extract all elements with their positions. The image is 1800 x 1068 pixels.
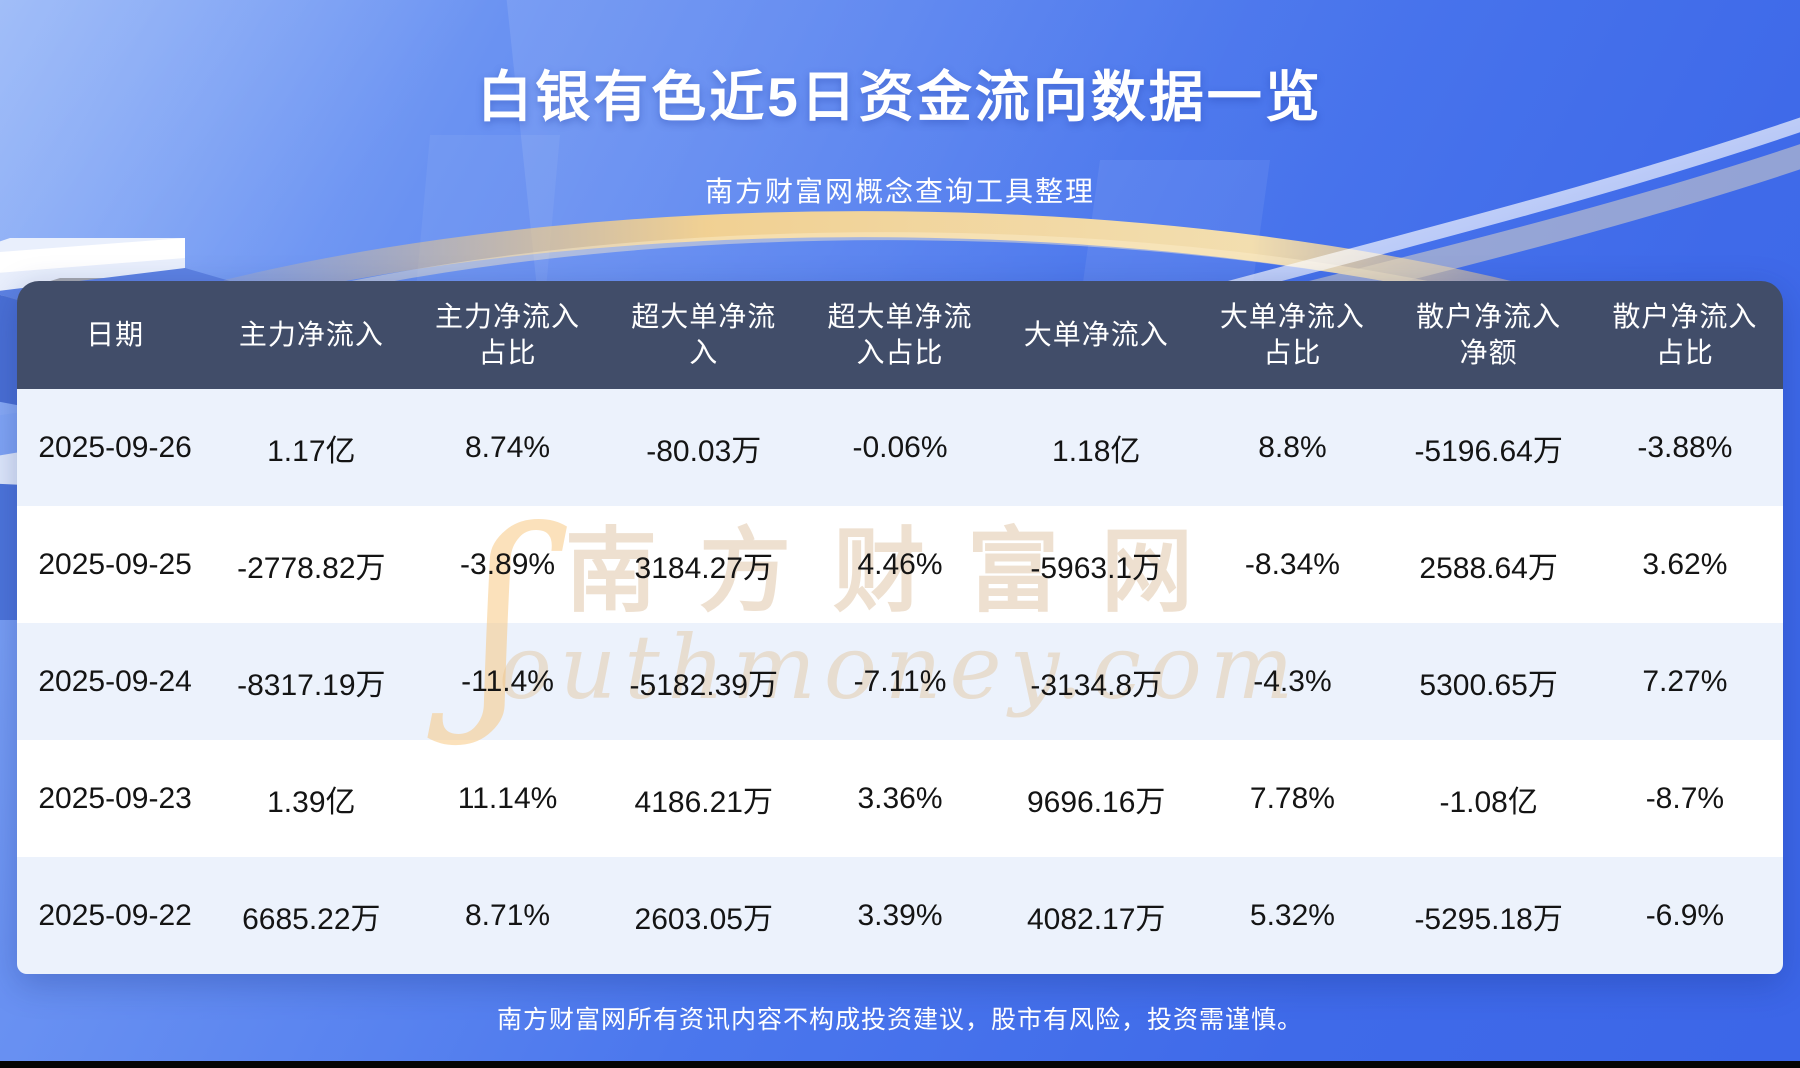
cell-retail-net-inflow: -5196.64万 [1414, 434, 1563, 468]
cell-main-net-inflow: -2778.82万 [237, 551, 386, 585]
cell-retail-net-inflow-ratio: -8.7% [1645, 781, 1725, 815]
cell-xl-order-net-inflow-ratio: -0.06% [852, 430, 948, 464]
cell-large-order-net-inflow-ratio: -8.34% [1244, 547, 1340, 581]
column-header-xl-order-net-inflow-ratio: 超大单净流 入占比 [827, 300, 973, 368]
column-header-main-net-inflow-ratio: 主力净流入 占比 [435, 300, 581, 368]
column-header-retail-net-inflow-ratio: 散户净流入 占比 [1612, 300, 1758, 368]
column-header-main-net-inflow: 主力净流入 [238, 318, 384, 350]
cell-main-net-inflow-ratio: -11.4% [461, 664, 554, 698]
cell-large-order-net-inflow-ratio: 5.32% [1249, 898, 1335, 932]
cell-retail-net-inflow-ratio: -6.9% [1645, 898, 1725, 932]
cell-xl-order-net-inflow: 2603.05万 [634, 902, 773, 936]
cell-xl-order-net-inflow: 4186.21万 [634, 785, 773, 819]
column-header-date: 日期 [86, 318, 145, 350]
cell-large-order-net-inflow-ratio: -4.3% [1253, 664, 1332, 698]
cell-xl-order-net-inflow: -80.03万 [646, 434, 762, 468]
page-title: 白银有色近5日资金流向数据一览 [477, 66, 1323, 128]
cell-main-net-inflow-ratio: 8.71% [465, 898, 551, 932]
cell-retail-net-inflow-ratio: 7.27% [1642, 664, 1728, 698]
cell-retail-net-inflow: 5300.65万 [1419, 668, 1558, 702]
column-header-large-order-net-inflow-ratio: 大单净流入 占比 [1219, 300, 1365, 368]
cell-retail-net-inflow: 2588.64万 [1419, 551, 1558, 585]
table-row: 2025-09-22 6685.22万 8.71% 2603.05万 3.39%… [17, 857, 1783, 974]
table-row: 2025-09-25 -2778.82万 -3.89% 3184.27万 4.4… [17, 506, 1783, 623]
cell-main-net-inflow: 1.39亿 [267, 785, 356, 819]
cell-main-net-inflow: 6685.22万 [242, 902, 381, 936]
cell-large-order-net-inflow: -3134.8万 [1030, 668, 1163, 702]
cell-main-net-inflow: -8317.19万 [237, 668, 386, 702]
cell-retail-net-inflow-ratio: -3.88% [1637, 430, 1733, 464]
cell-large-order-net-inflow-ratio: 7.78% [1249, 781, 1335, 815]
glass-panel-graphic [415, 135, 560, 300]
cell-large-order-net-inflow: 1.18亿 [1052, 434, 1141, 468]
cell-main-net-inflow-ratio: 11.14% [457, 781, 558, 815]
cell-retail-net-inflow: -5295.18万 [1414, 902, 1563, 936]
cell-large-order-net-inflow-ratio: 8.8% [1258, 430, 1327, 464]
cell-date: 2025-09-25 [38, 547, 192, 581]
fund-flow-table: ʃ 南方财富网 outhmoney.com 日期 主力净流入 主力净流入 占比 … [17, 281, 1783, 974]
cell-retail-net-inflow-ratio: 3.62% [1642, 547, 1728, 581]
cell-date: 2025-09-23 [38, 781, 192, 815]
cell-main-net-inflow: 1.17亿 [267, 434, 356, 468]
table-row: 2025-09-23 1.39亿 11.14% 4186.21万 3.36% 9… [17, 740, 1783, 857]
cell-xl-order-net-inflow-ratio: 3.36% [857, 781, 943, 815]
cell-xl-order-net-inflow: 3184.27万 [634, 551, 773, 585]
cell-xl-order-net-inflow-ratio: 3.39% [857, 898, 943, 932]
cell-main-net-inflow-ratio: -3.89% [460, 547, 556, 581]
cell-retail-net-inflow: -1.08亿 [1439, 785, 1538, 819]
table-row: 2025-09-26 1.17亿 8.74% -80.03万 -0.06% 1.… [17, 389, 1783, 506]
bottom-bar [0, 1061, 1800, 1068]
page-subtitle: 南方财富网概念查询工具整理 [704, 176, 1095, 207]
cell-date: 2025-09-24 [38, 664, 192, 698]
column-header-large-order-net-inflow: 大单净流入 [1023, 318, 1169, 350]
column-header-xl-order-net-inflow: 超大单净流 入 [631, 300, 777, 368]
table-header-row: 日期 主力净流入 主力净流入 占比 超大单净流 入 超大单净流 入占比 大单净流… [17, 281, 1783, 389]
cell-large-order-net-inflow: -5963.1万 [1030, 551, 1163, 585]
table-row: 2025-09-24 -8317.19万 -11.4% -5182.39万 -7… [17, 623, 1783, 740]
cell-date: 2025-09-22 [38, 898, 192, 932]
disclaimer-text: 南方财富网所有资讯内容不构成投资建议，股市有风险，投资需谨慎。 [496, 1006, 1303, 1034]
cell-large-order-net-inflow: 9696.16万 [1026, 785, 1166, 819]
cell-large-order-net-inflow: 4082.17万 [1026, 902, 1166, 936]
cell-date: 2025-09-26 [38, 430, 192, 464]
column-header-retail-net-inflow: 散户净流入 净额 [1416, 300, 1562, 368]
cell-xl-order-net-inflow-ratio: 4.46% [857, 547, 943, 581]
cell-main-net-inflow-ratio: 8.74% [465, 430, 551, 464]
cell-xl-order-net-inflow: -5182.39万 [629, 668, 778, 702]
cell-xl-order-net-inflow-ratio: -7.11% [853, 664, 947, 698]
